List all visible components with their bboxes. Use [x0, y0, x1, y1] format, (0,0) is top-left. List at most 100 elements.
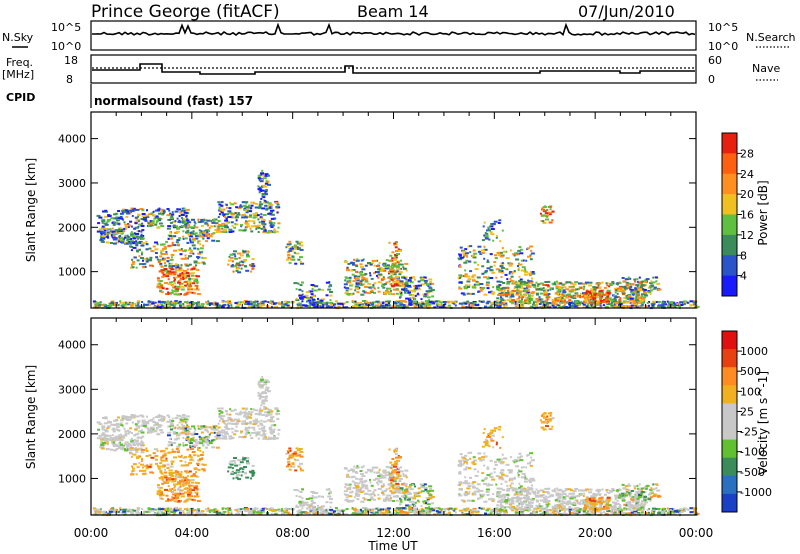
- velocity-cell: [127, 442, 130, 445]
- power-cell: [168, 209, 171, 212]
- velocity-cell: [175, 508, 178, 511]
- power-cell: [375, 265, 379, 267]
- power-cell: [199, 251, 203, 254]
- power-cell: [286, 243, 291, 246]
- power-cell: [167, 237, 170, 240]
- power-cell: [459, 277, 461, 279]
- power-cell: [222, 208, 226, 211]
- power-cell: [389, 254, 393, 257]
- power-cell: [486, 261, 490, 263]
- power-cell: [595, 302, 600, 305]
- velocity-cell: [199, 458, 203, 460]
- power-cell: [189, 303, 192, 306]
- power-cell: [184, 222, 189, 225]
- power-cell: [101, 235, 106, 238]
- power-cell: [166, 208, 170, 210]
- power-cell: [591, 290, 596, 293]
- power-cell: [122, 303, 127, 306]
- power-cell: [188, 255, 193, 258]
- power-cell: [258, 191, 261, 194]
- power-cell: [417, 284, 422, 287]
- power-cell: [142, 259, 144, 262]
- velocity-cell: [163, 452, 167, 455]
- power-cell: [520, 302, 525, 305]
- power-cell: [260, 197, 263, 200]
- power-cell: [183, 301, 188, 304]
- power-cell: [532, 284, 536, 287]
- velocity-cell: [394, 510, 397, 513]
- power-cell: [390, 284, 395, 287]
- power-cell: [141, 301, 144, 303]
- power-cell: [536, 285, 539, 287]
- power-cell: [237, 207, 242, 209]
- power-cell: [299, 297, 304, 300]
- power-cell: [194, 232, 198, 235]
- velocity-cell: [98, 510, 102, 513]
- power-cell: [264, 189, 268, 192]
- velocity-cell: [178, 511, 182, 514]
- power-cell: [161, 271, 165, 274]
- power-cell: [368, 286, 373, 289]
- power-cell: [657, 288, 662, 291]
- power-cell: [614, 291, 617, 294]
- power-cell: [160, 208, 164, 211]
- velocity-cell: [384, 512, 388, 515]
- power-cell: [102, 303, 106, 306]
- power-cell: [114, 229, 119, 232]
- power-cell: [636, 280, 639, 283]
- velocity-cell: [130, 455, 133, 458]
- power-cell: [587, 296, 591, 298]
- velocity-cell: [511, 509, 515, 512]
- power-cell: [176, 239, 181, 242]
- power-cell: [104, 227, 109, 230]
- power-cell: [269, 231, 272, 234]
- velocity-cell: [144, 510, 149, 513]
- velocity-cell: [473, 509, 477, 511]
- velocity-cell: [112, 445, 117, 448]
- power-cell: [364, 264, 368, 267]
- power-cell: [128, 224, 132, 227]
- velocity-cell: [157, 467, 161, 470]
- power-cell: [354, 278, 359, 281]
- power-cell: [647, 286, 650, 289]
- power-cell: [566, 301, 569, 304]
- power-cell: [200, 224, 204, 227]
- velocity-cell: [591, 510, 594, 513]
- power-cell: [592, 298, 596, 301]
- velocity-cell: [413, 512, 417, 515]
- power-cell: [581, 282, 586, 285]
- power-cell: [594, 289, 597, 291]
- power-cell: [386, 287, 389, 290]
- power-cell: [620, 290, 625, 293]
- power-cell: [546, 298, 549, 301]
- power-cell: [107, 218, 111, 221]
- power-cell: [655, 301, 658, 303]
- velocity-cell: [469, 509, 472, 512]
- power-cell: [509, 271, 513, 273]
- velocity-cell: [559, 509, 561, 512]
- velocity-cell: [178, 421, 181, 424]
- power-cell: [388, 304, 391, 307]
- power-cell: [526, 300, 531, 303]
- velocity-cell: [208, 511, 211, 514]
- power-cell: [671, 301, 675, 303]
- power-cell: [362, 293, 365, 296]
- power-cell: [194, 278, 199, 281]
- velocity-cell: [141, 421, 146, 424]
- velocity-cell: [177, 450, 180, 453]
- power-cell: [239, 204, 242, 207]
- power-cell: [343, 260, 348, 263]
- power-cell: [108, 228, 112, 231]
- velocity-cell: [163, 476, 168, 479]
- power-cell: [195, 281, 199, 284]
- power-cell: [113, 304, 118, 307]
- velocity-cell: [135, 439, 139, 442]
- power-cell: [395, 250, 399, 252]
- power-cell: [424, 300, 429, 303]
- power-cell: [259, 216, 263, 219]
- power-cell: [260, 227, 264, 230]
- y-tick-label: 2000: [58, 221, 86, 234]
- velocity-cell: [136, 508, 140, 511]
- velocity-cell: [345, 508, 349, 510]
- power-cell: [555, 285, 559, 288]
